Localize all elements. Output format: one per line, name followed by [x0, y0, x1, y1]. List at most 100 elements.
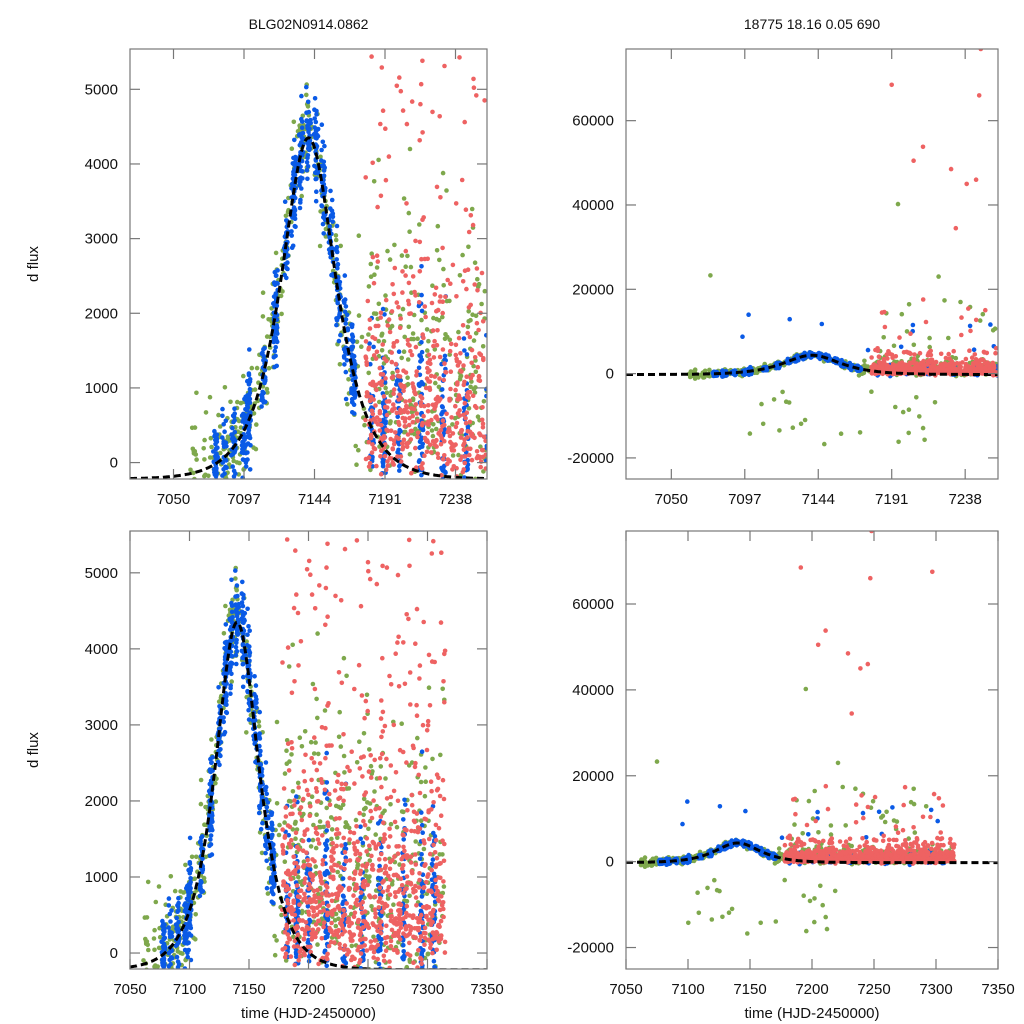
data-point-red — [885, 363, 890, 368]
y-tick-label: 60000 — [572, 113, 614, 130]
data-point-blue — [341, 355, 347, 360]
data-point-green — [332, 918, 338, 923]
data-point-green — [410, 331, 416, 336]
data-point-red — [461, 442, 466, 448]
data-point-green — [296, 874, 301, 880]
data-point-red — [383, 126, 388, 131]
data-point-blue — [232, 418, 237, 423]
data-point-red — [373, 403, 378, 408]
data-point-blue — [440, 467, 445, 473]
data-point-red — [973, 317, 979, 323]
data-point-blue — [382, 312, 387, 317]
data-point-blue — [305, 164, 311, 169]
data-point-blue — [232, 450, 237, 455]
data-point-blue — [187, 835, 193, 841]
data-point-red — [447, 428, 452, 434]
data-point-blue — [298, 175, 304, 180]
data-point-green — [368, 274, 374, 280]
data-point-blue — [232, 406, 237, 412]
data-point-red — [379, 435, 384, 441]
data-point-green — [904, 329, 910, 334]
data-point-green — [440, 314, 445, 320]
data-point-green — [191, 477, 196, 479]
data-point-green — [388, 821, 394, 827]
data-point-green — [472, 260, 478, 266]
data-point-red — [418, 403, 424, 409]
y-tick-label: 0 — [110, 455, 118, 472]
data-point-red — [451, 443, 457, 449]
data-point-green — [927, 344, 932, 350]
data-point-green — [237, 460, 242, 466]
data-point-red — [401, 437, 407, 443]
data-point-blue — [350, 339, 356, 345]
data-point-red — [987, 366, 992, 372]
data-point-green — [216, 699, 222, 704]
data-point-green — [353, 817, 359, 823]
data-point-green — [193, 912, 198, 917]
data-point-red — [925, 353, 931, 358]
data-point-red — [363, 356, 369, 361]
data-point-blue — [243, 464, 249, 469]
model-curve — [130, 136, 487, 479]
data-point-green — [157, 934, 163, 940]
data-point-blue — [162, 961, 167, 967]
data-point-red — [435, 328, 440, 333]
data-point-red — [453, 424, 459, 430]
data-point-red — [462, 379, 467, 385]
data-point-red — [382, 453, 388, 459]
data-point-red — [367, 317, 373, 323]
data-point-green — [202, 822, 207, 827]
data-point-blue — [381, 458, 387, 463]
panel-top-right: 7050 7097 7144 7191 7238-2000002000040000600… — [567, 48, 999, 508]
data-point-blue — [232, 429, 238, 435]
data-point-blue — [319, 180, 325, 185]
data-point-green — [202, 457, 207, 462]
data-point-blue — [160, 918, 165, 924]
data-point-blue — [334, 244, 340, 250]
data-point-blue — [166, 896, 172, 901]
data-point-blue — [220, 435, 225, 440]
data-point-blue — [274, 363, 280, 369]
data-point-red — [386, 317, 392, 322]
data-point-blue — [847, 365, 853, 370]
data-point-red — [434, 342, 440, 348]
data-point-red — [435, 399, 441, 404]
data-point-red — [990, 368, 996, 374]
data-point-red — [407, 415, 412, 421]
data-point-red — [907, 360, 913, 366]
data-point-red — [405, 432, 411, 437]
data-point-red — [410, 419, 416, 425]
data-point-blue — [971, 347, 977, 353]
data-point-red — [390, 446, 396, 452]
data-point-blue — [312, 163, 317, 169]
data-point-red — [377, 410, 383, 416]
data-point-blue — [314, 189, 319, 194]
data-point-red — [396, 373, 401, 379]
data-point-red — [426, 403, 431, 408]
data-point-red — [379, 379, 385, 384]
data-point-blue — [395, 414, 401, 420]
data-point-green — [141, 958, 146, 963]
data-point-red — [381, 394, 387, 399]
data-point-blue — [246, 392, 252, 398]
data-point-blue — [289, 233, 295, 238]
data-point-blue — [162, 922, 167, 927]
data-point-red — [435, 451, 441, 457]
data-point-blue — [305, 126, 310, 131]
data-point-green — [259, 850, 265, 856]
scatter-points — [188, 54, 487, 479]
data-point-blue — [349, 322, 354, 327]
data-point-blue — [221, 467, 226, 472]
data-point-green — [282, 859, 288, 864]
data-point-red — [363, 417, 368, 423]
data-point-red — [405, 410, 411, 415]
data-point-red — [437, 299, 443, 304]
data-point-red — [378, 121, 383, 127]
data-point-red — [370, 411, 376, 417]
data-point-red — [451, 448, 457, 453]
data-point-green — [479, 301, 484, 307]
data-point-green — [896, 439, 901, 445]
data-point-green — [313, 845, 319, 851]
data-point-blue — [240, 457, 246, 462]
data-point-red — [922, 366, 927, 371]
